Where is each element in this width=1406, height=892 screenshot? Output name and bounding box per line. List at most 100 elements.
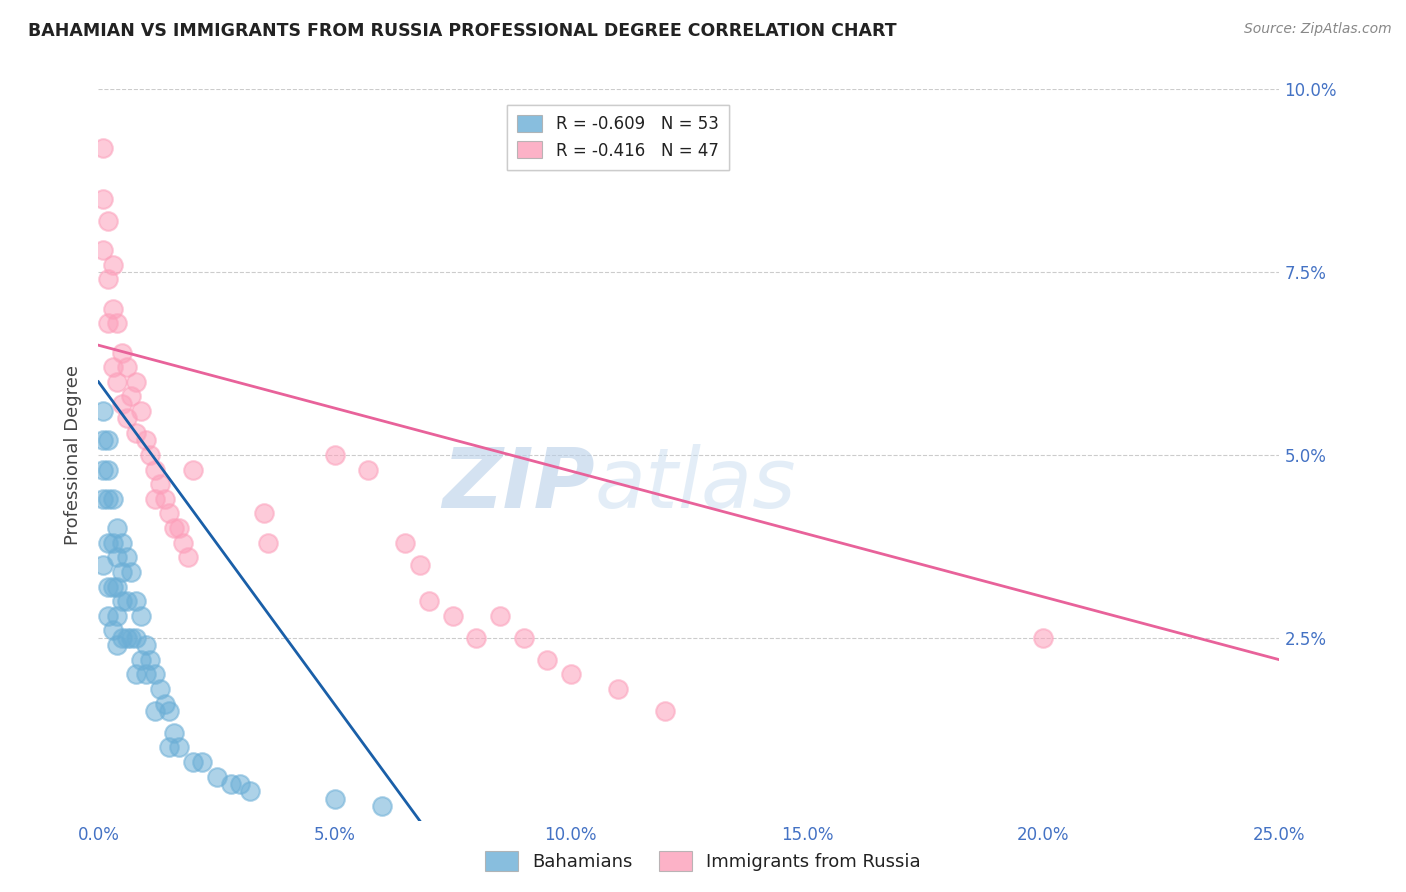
Text: Source: ZipAtlas.com: Source: ZipAtlas.com: [1244, 22, 1392, 37]
Point: [97, 272, 120, 286]
Point: [111, 535, 134, 549]
Point: [139, 448, 162, 462]
Point: [129, 404, 152, 418]
Point: [394, 535, 416, 549]
Point: [97, 608, 120, 623]
Point: [157, 704, 180, 718]
Point: [408, 558, 430, 572]
Point: [149, 477, 172, 491]
Point: [143, 462, 166, 476]
Point: [97, 462, 120, 476]
Point: [101, 580, 124, 594]
Point: [101, 624, 124, 638]
Point: [153, 697, 176, 711]
Point: [111, 631, 134, 645]
Point: [115, 594, 138, 608]
Point: [125, 631, 148, 645]
Point: [157, 740, 180, 755]
Point: [163, 726, 186, 740]
Point: [512, 631, 534, 645]
Point: [91, 491, 114, 506]
Legend: Bahamians, Immigrants from Russia: Bahamians, Immigrants from Russia: [478, 844, 928, 879]
Point: [101, 258, 124, 272]
Point: [97, 535, 120, 549]
Point: [465, 631, 488, 645]
Point: [143, 667, 166, 681]
Point: [111, 397, 134, 411]
Point: [536, 653, 558, 667]
Point: [323, 448, 346, 462]
Point: [121, 565, 143, 579]
Point: [105, 521, 128, 535]
Point: [91, 558, 114, 572]
Point: [115, 550, 138, 565]
Point: [229, 777, 252, 791]
Point: [253, 507, 276, 521]
Point: [105, 316, 128, 330]
Point: [91, 404, 114, 418]
Point: [125, 667, 148, 681]
Point: [135, 667, 157, 681]
Point: [153, 491, 176, 506]
Point: [129, 653, 152, 667]
Point: [91, 192, 114, 206]
Point: [357, 462, 380, 476]
Point: [239, 784, 262, 798]
Point: [323, 791, 346, 805]
Point: [101, 360, 124, 375]
Point: [115, 631, 138, 645]
Point: [97, 491, 120, 506]
Point: [167, 521, 190, 535]
Point: [121, 389, 143, 403]
Point: [105, 638, 128, 652]
Text: atlas: atlas: [595, 443, 796, 524]
Point: [257, 535, 280, 549]
Point: [101, 301, 124, 316]
Point: [135, 638, 157, 652]
Point: [135, 434, 157, 448]
Point: [97, 316, 120, 330]
Point: [418, 594, 440, 608]
Point: [121, 631, 143, 645]
Legend: R = -0.609   N = 53, R = -0.416   N = 47: R = -0.609 N = 53, R = -0.416 N = 47: [508, 105, 728, 169]
Point: [129, 608, 152, 623]
Point: [125, 594, 148, 608]
Point: [139, 653, 162, 667]
Point: [101, 535, 124, 549]
Point: [191, 755, 214, 769]
Point: [105, 580, 128, 594]
Point: [125, 375, 148, 389]
Point: [115, 411, 138, 425]
Point: [115, 360, 138, 375]
Point: [441, 608, 464, 623]
Point: [177, 550, 200, 565]
Point: [111, 345, 134, 359]
Point: [1032, 631, 1054, 645]
Point: [607, 681, 630, 696]
Point: [219, 777, 242, 791]
Point: [91, 243, 114, 257]
Point: [143, 704, 166, 718]
Point: [654, 704, 676, 718]
Point: [105, 608, 128, 623]
Point: [489, 608, 512, 623]
Text: ZIP: ZIP: [441, 443, 595, 524]
Point: [111, 565, 134, 579]
Point: [149, 681, 172, 696]
Point: [560, 667, 582, 681]
Point: [105, 550, 128, 565]
Point: [143, 491, 166, 506]
Point: [125, 425, 148, 440]
Point: [181, 462, 204, 476]
Text: BAHAMIAN VS IMMIGRANTS FROM RUSSIA PROFESSIONAL DEGREE CORRELATION CHART: BAHAMIAN VS IMMIGRANTS FROM RUSSIA PROFE…: [28, 22, 897, 40]
Point: [371, 799, 394, 814]
Point: [97, 434, 120, 448]
Point: [172, 535, 194, 549]
Point: [101, 491, 124, 506]
Point: [91, 141, 114, 155]
Point: [163, 521, 186, 535]
Point: [181, 755, 204, 769]
Point: [97, 580, 120, 594]
Y-axis label: Professional Degree: Professional Degree: [65, 365, 83, 545]
Point: [157, 507, 180, 521]
